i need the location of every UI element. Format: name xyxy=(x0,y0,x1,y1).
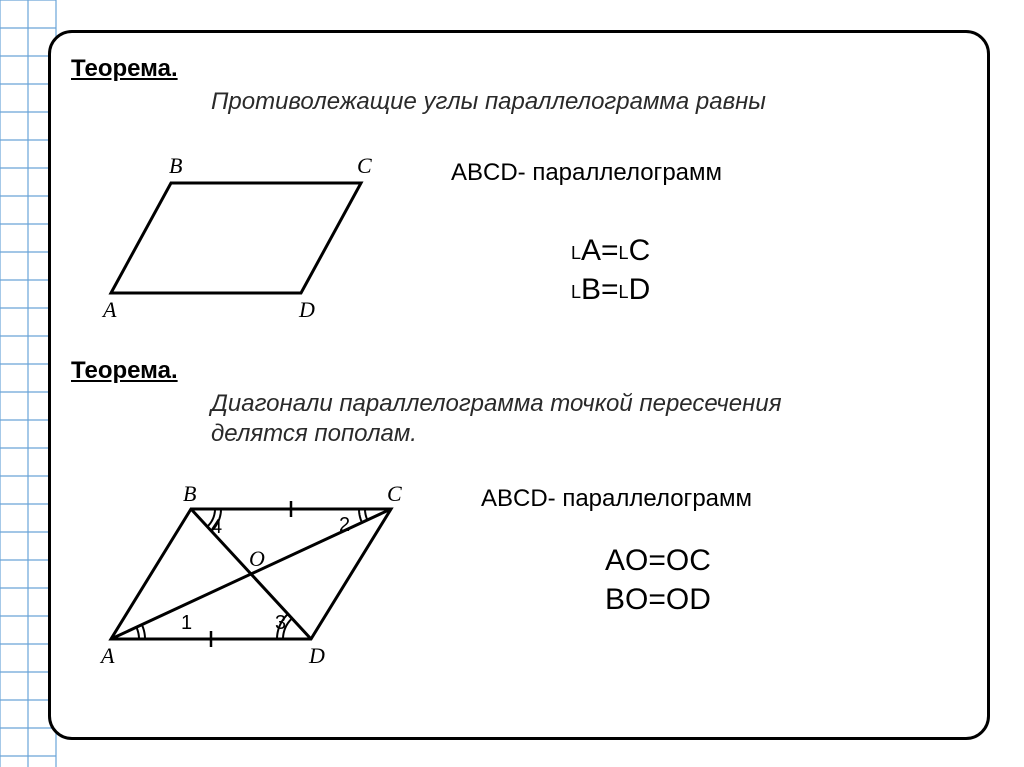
theorem-2-given: ABCD- параллелограмм xyxy=(481,485,967,513)
svg-text:A: A xyxy=(99,643,115,668)
eq-part: B= xyxy=(581,273,619,306)
angle-prefix: L xyxy=(571,243,581,263)
theorem-1-text: Противолежащие углы параллелограмма равн… xyxy=(211,87,967,117)
theorem-1-given: ABCD- параллелограмм xyxy=(451,159,967,187)
theorem-1-label: Теорема. xyxy=(71,55,967,83)
theorem-2-equations: AO=OC BO=OD xyxy=(605,541,967,619)
eq-part: D xyxy=(629,273,651,306)
svg-text:3: 3 xyxy=(275,612,286,634)
diagram-1: A B C D xyxy=(91,153,391,333)
svg-text:B: B xyxy=(183,481,196,506)
theorem-1-equations: LA=LC LB=LD xyxy=(571,231,967,309)
theorem-1: Теорема. Противолежащие углы параллелогр… xyxy=(71,55,967,333)
angle-prefix: L xyxy=(619,282,629,302)
diagram-2: A B C D O 1 2 3 4 xyxy=(91,479,421,679)
svg-text:D: D xyxy=(298,297,315,322)
svg-text:C: C xyxy=(357,153,372,178)
eq-part: A= xyxy=(581,234,619,267)
content-frame: Теорема. Противолежащие углы параллелогр… xyxy=(48,30,990,740)
theorem-2: Теорема. Диагонали параллелограмма точко… xyxy=(71,357,967,679)
svg-text:D: D xyxy=(308,643,325,668)
eq-part: C xyxy=(629,234,651,267)
svg-text:4: 4 xyxy=(211,516,222,538)
svg-text:C: C xyxy=(387,481,402,506)
svg-text:O: O xyxy=(249,546,265,571)
svg-text:1: 1 xyxy=(181,612,192,634)
svg-text:2: 2 xyxy=(339,514,350,536)
angle-prefix: L xyxy=(571,282,581,302)
angle-prefix: L xyxy=(619,243,629,263)
svg-text:B: B xyxy=(169,153,182,178)
svg-text:A: A xyxy=(101,297,117,322)
eq-line: AO=OC xyxy=(605,541,967,580)
theorem-2-text: Диагонали параллелограмма точкой пересеч… xyxy=(211,389,871,449)
eq-line: BO=OD xyxy=(605,580,967,619)
theorem-2-label: Теорема. xyxy=(71,357,967,385)
